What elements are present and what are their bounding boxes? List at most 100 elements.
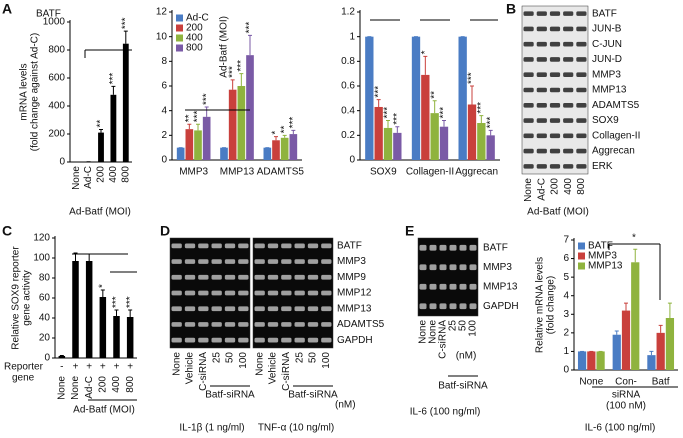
y-tick-label: 120 [33, 233, 50, 244]
gel-band [267, 243, 279, 249]
error-bar [488, 129, 493, 136]
bar [246, 55, 254, 160]
band-label: BATF [592, 8, 617, 19]
gel-band [171, 306, 182, 312]
band-label: MMP13 [592, 85, 627, 96]
gel-band [171, 322, 182, 327]
y-tick-label: 0 [59, 157, 65, 168]
y-tick-label: 2 [563, 327, 569, 338]
gel-band [211, 322, 222, 327]
bar [289, 134, 298, 160]
panel-label: B [506, 1, 516, 17]
gel-band [549, 102, 561, 108]
gel-band [549, 118, 561, 123]
gel-band [449, 264, 457, 271]
error-bar [614, 330, 619, 335]
gel-band [211, 274, 222, 280]
group-label: Batf-siRNA [438, 381, 488, 392]
legend-swatch [578, 242, 585, 250]
y-tick-label: 600 [48, 73, 65, 84]
error-bar [111, 85, 116, 95]
gel-band [281, 306, 292, 312]
bar [612, 334, 621, 370]
reporter-label: Reporter [4, 362, 44, 373]
gel-band [294, 243, 305, 249]
bar [477, 123, 486, 160]
gel-band [171, 290, 182, 296]
gel-band [198, 337, 209, 343]
lane-label: None [171, 352, 182, 376]
gel-band [184, 259, 196, 264]
lane-label: Vehicle [185, 352, 196, 385]
gel-band [576, 72, 587, 78]
gel-band [294, 322, 305, 327]
gel-band [238, 243, 249, 249]
gel-band [576, 102, 587, 108]
bar [374, 106, 383, 160]
bar [280, 137, 289, 160]
gel-band [523, 148, 534, 154]
x-axis-label: Ad-Batf (MOI) [73, 405, 135, 416]
lane-label: 200 [550, 178, 561, 195]
gel-band [171, 337, 182, 343]
gel-band [254, 259, 265, 264]
y-tick-label: 8 [161, 56, 167, 67]
gel-band [563, 164, 574, 169]
gel-band [536, 148, 547, 154]
x-tick-label: Con- [615, 377, 637, 388]
gel-band [307, 322, 319, 327]
gel-band [184, 243, 196, 249]
y-tick-label: 0.4 [341, 105, 355, 116]
error-bar [99, 129, 103, 133]
gel-band [198, 274, 209, 280]
gel [417, 237, 479, 317]
lane-label: 100 [321, 352, 332, 369]
band-label: MMP13 [483, 281, 518, 292]
significance-label: ** [279, 125, 290, 133]
y-tick-label: 800 [48, 45, 65, 56]
y-tick-label: 0 [349, 155, 355, 166]
band-label: C-JUN [592, 39, 622, 50]
y-tick-label: 0.2 [341, 130, 355, 141]
error-bar [291, 129, 296, 135]
gel-band [429, 264, 437, 271]
gel-band [281, 290, 292, 296]
x-axis-label: Ad-Batf (MOI) [527, 207, 589, 218]
legend-label: MMP13 [588, 261, 623, 272]
x-tick-label: ADAMTS5 [257, 167, 305, 178]
y-tick-label: 100 [33, 253, 50, 264]
gel-band [549, 148, 561, 154]
error-bar [479, 115, 484, 123]
significance-label: *** [108, 73, 119, 85]
bar [176, 147, 185, 160]
significance-label: *** [439, 107, 450, 119]
legend-swatch [176, 14, 183, 22]
significance-label: *** [467, 72, 478, 84]
error-bar [432, 100, 437, 114]
band-label: MMP9 [337, 272, 366, 283]
gel-band [184, 290, 196, 296]
bar [430, 113, 439, 160]
x-tick-label: None [579, 377, 603, 388]
gel-band [469, 264, 477, 271]
gel-band [321, 259, 332, 264]
bar [631, 262, 640, 370]
bar [647, 355, 656, 370]
y-tick-label: 40 [39, 313, 51, 324]
band-label: MMP3 [337, 256, 366, 267]
x-tick-label: 200 [96, 166, 107, 183]
x-tick-label: 400 [111, 376, 122, 393]
band-label: MMP13 [337, 303, 372, 314]
gel-band [523, 11, 534, 16]
bar [621, 310, 631, 370]
gel-band [536, 72, 547, 78]
y-tick-label: 10 [156, 31, 168, 42]
gel-band [523, 133, 534, 139]
gel-band [419, 264, 427, 271]
gel-band [536, 102, 547, 108]
gel-band [563, 72, 574, 78]
gel-band [238, 290, 249, 296]
band-label: SOX9 [592, 115, 619, 126]
x-axis-label: Ad-Batf (MOI) [69, 207, 131, 218]
panel-label: D [160, 223, 170, 239]
